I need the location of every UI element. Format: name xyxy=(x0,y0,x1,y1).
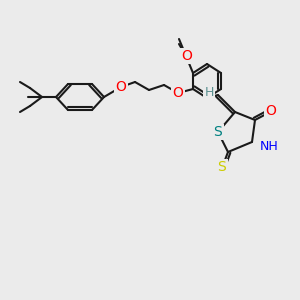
Text: NH: NH xyxy=(260,140,279,152)
Text: S: S xyxy=(218,160,226,174)
Text: H: H xyxy=(204,85,214,98)
Text: O: O xyxy=(182,49,192,63)
Text: O: O xyxy=(172,86,183,100)
Text: S: S xyxy=(214,125,222,139)
Text: O: O xyxy=(266,104,276,118)
Text: O: O xyxy=(116,80,126,94)
